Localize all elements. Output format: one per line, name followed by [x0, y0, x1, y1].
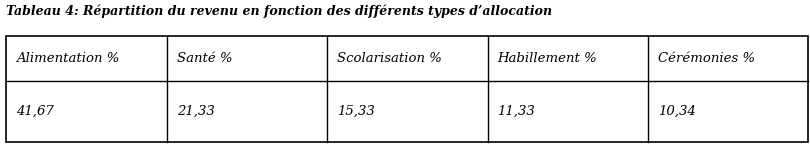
- Text: Tableau 4: Répartition du revenu en fonction des différents types d’allocation: Tableau 4: Répartition du revenu en fonc…: [6, 4, 552, 18]
- Text: 41,67: 41,67: [16, 105, 54, 118]
- Text: 11,33: 11,33: [497, 105, 535, 118]
- Text: 10,34: 10,34: [658, 105, 696, 118]
- Text: 15,33: 15,33: [337, 105, 375, 118]
- Text: Scolarisation %: Scolarisation %: [337, 52, 441, 65]
- Text: Santé %: Santé %: [177, 52, 232, 65]
- Text: Habillement %: Habillement %: [497, 52, 597, 65]
- Bar: [6, 36, 808, 142]
- Text: Cérémonies %: Cérémonies %: [658, 52, 755, 65]
- Text: 21,33: 21,33: [177, 105, 215, 118]
- Text: Alimentation %: Alimentation %: [16, 52, 120, 65]
